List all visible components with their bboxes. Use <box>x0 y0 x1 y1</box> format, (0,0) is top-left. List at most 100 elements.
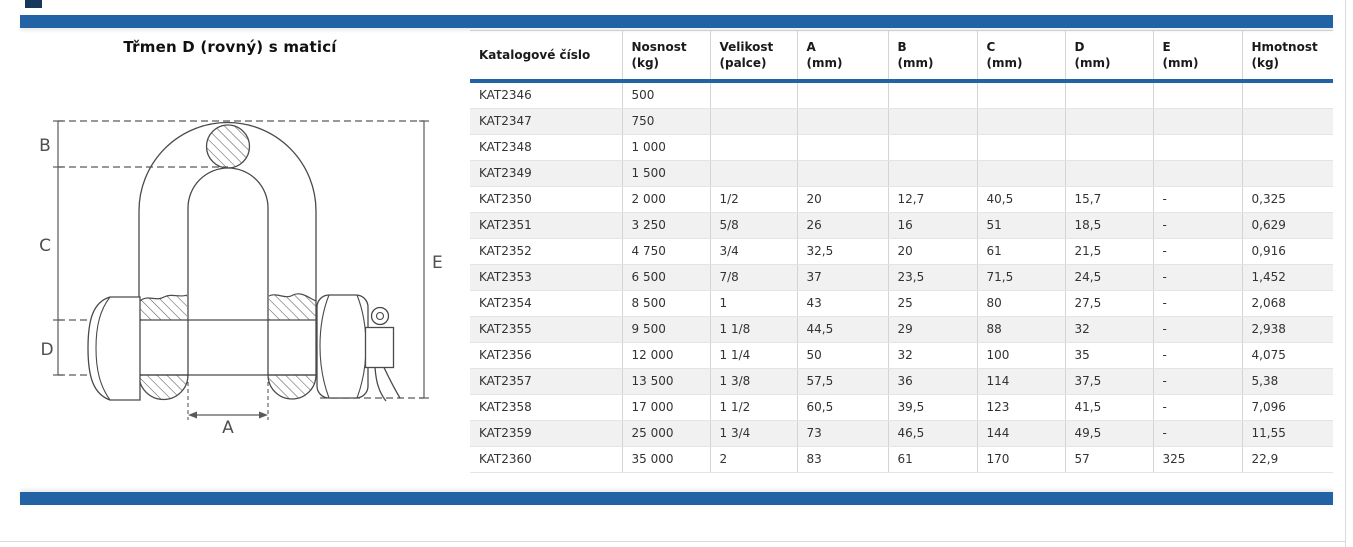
bolt-head <box>87 296 141 401</box>
table-cell: 2,068 <box>1241 290 1333 318</box>
table-cell: 0,629 <box>1241 212 1333 240</box>
table-cell: 27,5 <box>1064 290 1153 318</box>
bottom-divider-bar <box>20 492 1333 505</box>
table-cell <box>976 108 1065 136</box>
table-cell: 51 <box>976 212 1065 240</box>
table-row: KAT2353 6 500 7/8 37 23,5 71,5 24,5-1,452 <box>470 264 1333 292</box>
table-cell: 22,9 <box>1241 446 1333 474</box>
table-row: KAT2348 1 000 <box>470 134 1333 162</box>
table-cell <box>1064 108 1153 136</box>
table-cell: 500 <box>621 81 710 110</box>
table-cell: 144 <box>976 420 1065 448</box>
table-cell: 2 000 <box>621 186 710 214</box>
table-cell: 4 750 <box>621 238 710 266</box>
table-cell: KAT2347 <box>470 108 622 136</box>
table-cell: 57,5 <box>796 368 888 396</box>
table-cell: 1 3/4 <box>709 420 797 448</box>
shackle-bow <box>138 121 317 401</box>
table-cell: 20 <box>796 186 888 214</box>
table-cell <box>1241 134 1333 162</box>
table-cell: 39,5 <box>887 394 977 422</box>
table-cell: 32 <box>887 342 977 370</box>
table-row: KAT2354 8 500 1 43 25 80 27,5-2,068 <box>470 290 1333 318</box>
table-cell <box>1064 81 1153 110</box>
table-cell: 61 <box>976 238 1065 266</box>
table-cell <box>1152 81 1242 110</box>
table-cell: - <box>1152 186 1242 214</box>
table-cell: 88 <box>976 316 1065 344</box>
table-cell: 2,938 <box>1241 316 1333 344</box>
table-cell <box>709 81 797 110</box>
column-header: C (mm) <box>976 30 1065 84</box>
table-cell: 1/2 <box>709 186 797 214</box>
table-cell: KAT2354 <box>470 290 622 318</box>
table-cell <box>796 81 888 110</box>
table-cell: - <box>1152 238 1242 266</box>
table-cell: KAT2348 <box>470 134 622 162</box>
table-cell: 5/8 <box>709 212 797 240</box>
top-divider-bar <box>20 15 1333 28</box>
table-row: KAT2347 750 <box>470 108 1333 136</box>
table-cell: 25 <box>887 290 977 318</box>
table-cell: KAT2349 <box>470 160 622 188</box>
table-cell: - <box>1152 342 1242 370</box>
leg-section-hatch <box>139 293 317 320</box>
table-cell: 71,5 <box>976 264 1065 292</box>
dim-label-a: A <box>222 418 234 438</box>
table-cell <box>976 160 1065 188</box>
table-cell: - <box>1152 264 1242 292</box>
table-cell: 24,5 <box>1064 264 1153 292</box>
table-cell <box>887 160 977 188</box>
table-cell: 7,096 <box>1241 394 1333 422</box>
table-cell: 37,5 <box>1064 368 1153 396</box>
table-cell: 18,5 <box>1064 212 1153 240</box>
table-cell: 7/8 <box>709 264 797 292</box>
table-cell: 4,075 <box>1241 342 1333 370</box>
page-bottom-border <box>0 541 1346 542</box>
table-cell: 750 <box>621 108 710 136</box>
table-cell: - <box>1152 394 1242 422</box>
table-cell: KAT2356 <box>470 342 622 370</box>
table-cell <box>1241 160 1333 188</box>
table-cell: 12,7 <box>887 186 977 214</box>
table-cell: 11,55 <box>1241 420 1333 448</box>
table-cell <box>1241 108 1333 136</box>
table-cell: 1 1/2 <box>709 394 797 422</box>
page-title: Třmen D (rovný) s maticí <box>123 38 337 56</box>
table-cell: 12 000 <box>621 342 710 370</box>
table-cell: 60,5 <box>796 394 888 422</box>
table-cell: 61 <box>887 446 977 474</box>
table-cell: 35 000 <box>621 446 710 474</box>
table-cell: 15,7 <box>1064 186 1153 214</box>
cotter-pin <box>364 306 401 402</box>
table-cell: - <box>1152 420 1242 448</box>
table-cell: 100 <box>976 342 1065 370</box>
header-row: Katalogové číslo Nosnost (kg) Velikost (palc… <box>470 30 1333 84</box>
column-header: A (mm) <box>796 30 888 84</box>
column-header: Hmotnost (kg) <box>1241 30 1333 84</box>
table-cell: KAT2355 <box>470 316 622 344</box>
dimension-a <box>187 382 269 420</box>
table-cell: 37 <box>796 264 888 292</box>
table-cell <box>709 108 797 136</box>
table-cell: 5,38 <box>1241 368 1333 396</box>
column-header: Nosnost (kg) <box>621 30 710 84</box>
table-cell: 29 <box>887 316 977 344</box>
dim-label-c: C <box>39 236 51 256</box>
column-header: D (mm) <box>1064 30 1153 84</box>
table-cell <box>1152 160 1242 188</box>
table-cell: 114 <box>976 368 1065 396</box>
column-header: E (mm) <box>1152 30 1242 84</box>
table-row: KAT2349 1 500 <box>470 160 1333 188</box>
table-cell: 0,325 <box>1241 186 1333 214</box>
table-cell: 73 <box>796 420 888 448</box>
table-cell: KAT2359 <box>470 420 622 448</box>
table-row: KAT2359 25 000 1 3/4 73 46,5 144 49,5-11,55 <box>470 420 1333 448</box>
column-header: Velikost (palce) <box>709 30 797 84</box>
table-cell <box>887 134 977 162</box>
table-cell: 32 <box>1064 316 1153 344</box>
table-cell: KAT2352 <box>470 238 622 266</box>
table-cell: 123 <box>976 394 1065 422</box>
table-row: KAT2350 2 000 1/2 20 12,7 40,5 15,7-0,325 <box>470 186 1333 214</box>
